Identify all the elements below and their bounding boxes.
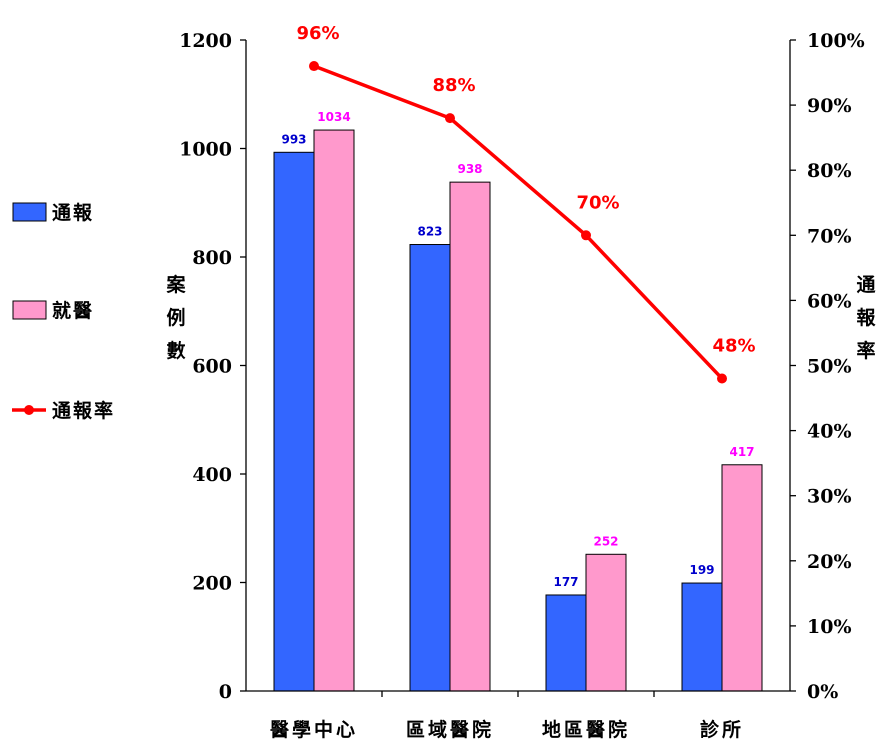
rate-value-label: 88% (432, 75, 475, 96)
rate-line-layer (309, 61, 727, 384)
right-tick-label: 60% (807, 290, 852, 312)
left-tick-label: 0 (219, 681, 232, 703)
rate-value-label: 48% (712, 336, 755, 357)
rate-point (445, 113, 455, 124)
right-tick-label: 100% (807, 30, 865, 52)
right-tick-label: 70% (807, 225, 852, 247)
rate-point (309, 61, 319, 72)
rate-line (313, 64, 724, 380)
right-tick-label: 30% (807, 486, 852, 508)
left-axis-title-char: 例 (166, 306, 185, 329)
left-axis-title-char: 數 (166, 340, 185, 362)
left-tick-label: 1000 (179, 139, 232, 161)
right-tick-label: 90% (807, 95, 852, 117)
legend-marker (24, 405, 34, 415)
category-label: 診所 (700, 718, 744, 741)
bar-value-label: 938 (457, 162, 482, 176)
axes-layer: 0 200 400 600 800 1000 1200 0% 10% 20% 30% 40% 50% 60… (165, 30, 876, 703)
right-tick-label: 50% (807, 356, 852, 378)
category-label: 醫學中心 (270, 718, 358, 741)
right-tick-label: 80% (807, 160, 852, 182)
rate-value-label: 70% (576, 192, 619, 213)
left-axis-title: 案例數 (165, 273, 186, 362)
bar (449, 181, 491, 692)
bar-value-label: 823 (417, 225, 442, 239)
bars-layer (273, 129, 763, 692)
legend-swatch (12, 300, 47, 320)
legend-label: 通報率 (52, 399, 115, 422)
bar (585, 553, 627, 692)
right-tick-label: 0% (807, 681, 838, 703)
right-axis-title-char: 率 (856, 339, 875, 362)
category-label: 區域醫院 (406, 718, 494, 741)
left-tick-label: 1200 (179, 30, 232, 52)
rate-value-label: 96% (296, 23, 339, 44)
right-axis-title: 通報率 (856, 274, 876, 362)
right-tick-label: 10% (807, 616, 852, 638)
bar-value-label: 252 (593, 534, 618, 548)
right-tick-label: 20% (807, 551, 852, 573)
left-tick-label: 800 (192, 247, 232, 269)
left-tick-label: 200 (192, 573, 232, 595)
bar (409, 244, 451, 692)
right-tick-label: 40% (807, 421, 852, 443)
right-axis-title-char: 通 (856, 274, 876, 296)
bar-value-label: 177 (553, 575, 578, 589)
bar-value-label: 417 (729, 445, 754, 459)
right-axis-title-char: 報 (856, 306, 876, 329)
bar (273, 151, 315, 692)
bar (313, 129, 355, 692)
legend-label: 通報 (52, 201, 94, 224)
bar (545, 594, 587, 692)
left-tick-label: 600 (192, 356, 232, 378)
category-label: 地區醫院 (542, 718, 630, 741)
bar (681, 582, 723, 692)
bar-value-label: 199 (689, 563, 714, 577)
bar (721, 464, 763, 692)
rate-point (717, 373, 727, 384)
legend-swatch (12, 202, 47, 222)
bar-value-label: 993 (281, 132, 306, 146)
legend-label: 就醫 (52, 299, 94, 322)
bar-value-label: 1034 (317, 110, 350, 124)
left-axis-title-char: 案 (165, 273, 186, 296)
left-tick-label: 400 (192, 464, 232, 486)
labels-layer: 993 1034 醫學中心 823 938 區域醫院 177 252 地區醫院 199 417 診所 9… (270, 23, 756, 741)
rate-point (581, 230, 591, 241)
